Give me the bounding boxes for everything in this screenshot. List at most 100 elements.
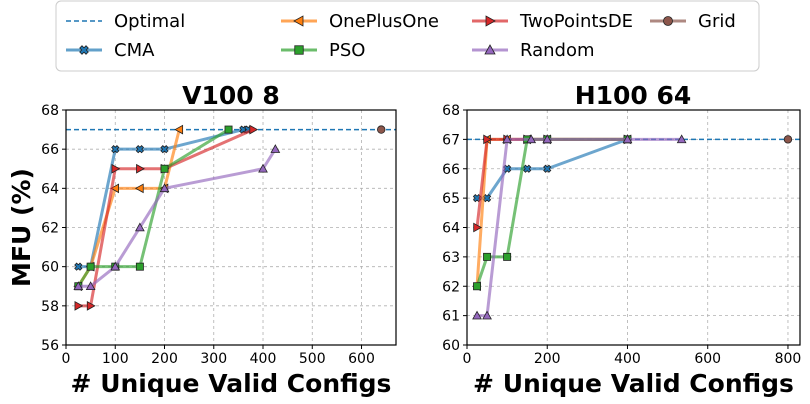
x-tick-label: 100 [102, 351, 129, 367]
y-tick-label: 62 [442, 279, 460, 295]
data-point [111, 145, 120, 154]
y-axis-label: MFU (%) [7, 168, 36, 287]
data-point [134, 183, 144, 194]
data-point [135, 262, 144, 271]
legend-label: PSO [329, 40, 365, 61]
series-random [472, 134, 687, 320]
legend: Optimal OnePlusOne TwoPointsDE Grid CMA PSO Ra… [55, 0, 760, 72]
y-tick-label: 62 [41, 221, 59, 237]
data-point [270, 144, 281, 153]
legend-item-optimal: Optimal [66, 11, 185, 32]
y-tick-label: 68 [442, 103, 460, 119]
y-tick-label: 58 [41, 299, 59, 315]
y-tick-label: 64 [41, 181, 59, 197]
x-tick-label: 400 [250, 351, 277, 367]
y-tick-label: 60 [442, 338, 460, 354]
x-axis-label: # Unique Valid Configs [473, 369, 794, 398]
legend-label: Optimal [114, 11, 185, 32]
panel-title: H100 64 [575, 81, 692, 110]
y-tick-label: 66 [41, 142, 59, 158]
legend-label: TwoPointsDE [519, 11, 633, 32]
x-tick-label: 500 [299, 351, 326, 367]
legend-label: Random [520, 40, 595, 61]
data-point [86, 300, 96, 311]
y-tick-label: 60 [41, 260, 59, 276]
panel-h100: 0 200 400 600 800 60 61 62 63 64 65 66 67 68 H100 64 # … [442, 81, 801, 398]
legend-marker [79, 45, 89, 55]
y-tick-label: 63 [442, 250, 460, 266]
data-point [622, 134, 633, 144]
data-point [783, 135, 793, 144]
data-point [473, 222, 483, 233]
data-point [135, 222, 145, 232]
legend-marker [484, 44, 496, 55]
data-point [74, 262, 83, 271]
data-point [472, 310, 482, 320]
data-point [258, 163, 268, 173]
y-tick-label: 64 [442, 221, 460, 237]
data-point [482, 310, 492, 320]
x-tick-label: 200 [151, 351, 178, 367]
legend-marker [294, 45, 304, 55]
y-tick-label: 68 [41, 103, 59, 119]
legend-marker [485, 15, 496, 27]
x-tick-label: 800 [775, 351, 802, 367]
data-point [159, 183, 170, 193]
legend-label: CMA [114, 40, 155, 61]
data-point [160, 164, 169, 173]
legend-frame [55, 0, 760, 72]
data-point [676, 134, 687, 144]
data-point [503, 252, 512, 261]
y-tick-label: 65 [442, 191, 460, 207]
x-tick-label: 600 [348, 351, 375, 367]
panel-v100: 0 100 200 300 400 500 600 56 58 60 62 64 66 68 V100 8 #… [7, 81, 397, 398]
x-tick-label: 600 [694, 351, 721, 367]
data-point [135, 145, 145, 154]
y-tick-label: 56 [41, 338, 59, 354]
series-oneplusone [472, 134, 632, 292]
data-point [483, 134, 493, 145]
data-point [473, 282, 482, 291]
data-point [136, 163, 145, 174]
data-point [543, 164, 552, 173]
series-pso [473, 135, 632, 291]
data-point [73, 281, 84, 291]
data-point [377, 125, 386, 134]
y-tick-label: 67 [442, 132, 460, 148]
data-point [174, 124, 184, 135]
data-point [86, 262, 95, 271]
x-tick-label: 300 [200, 351, 227, 367]
legend-item-twopointsde: TwoPointsDE [472, 11, 633, 32]
data-point [111, 163, 121, 174]
data-point [74, 300, 84, 311]
series-grid [377, 125, 386, 134]
data-point [483, 252, 492, 261]
legend-item-pso: PSO [281, 40, 365, 61]
data-point [224, 125, 233, 134]
legend-item-oneplusone: OnePlusOne [281, 11, 439, 32]
x-tick-label: 400 [614, 351, 641, 367]
x-tick-label: 0 [463, 351, 472, 367]
data-point [110, 261, 121, 271]
legend-label: Grid [698, 11, 736, 32]
data-point [542, 134, 553, 144]
legend-marker [663, 16, 673, 26]
y-tick-label: 66 [442, 162, 460, 178]
legend-marker [293, 15, 304, 27]
series-random [73, 144, 281, 291]
data-point [160, 145, 169, 154]
legend-item-cma: CMA [66, 40, 155, 61]
x-tick-label: 200 [534, 351, 561, 367]
series-grid [783, 135, 793, 144]
data-point [523, 164, 532, 173]
legend-item-random: Random [472, 40, 595, 61]
data-point [502, 134, 513, 144]
panel-title: V100 8 [182, 81, 280, 110]
data-point [110, 183, 120, 194]
data-point [85, 281, 96, 291]
legend-item-grid: Grid [650, 11, 736, 32]
data-point [249, 124, 259, 135]
x-axis-label: # Unique Valid Configs [71, 369, 392, 398]
y-tick-label: 61 [442, 309, 460, 325]
